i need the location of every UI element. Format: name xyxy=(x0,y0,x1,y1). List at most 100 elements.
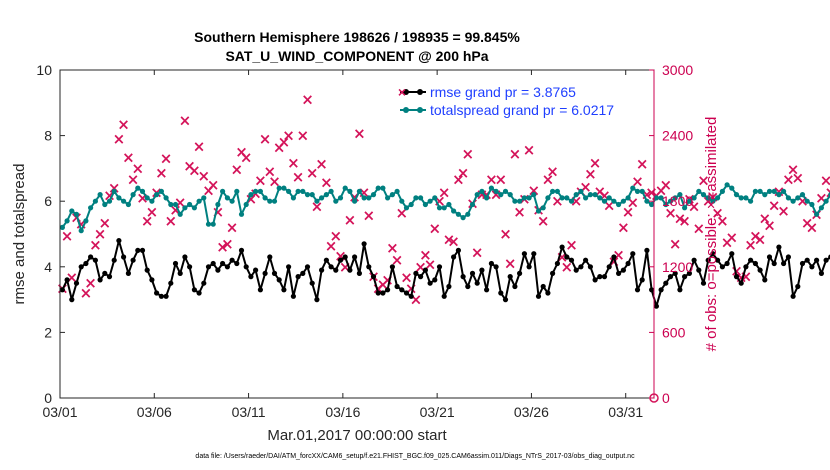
rmse-point xyxy=(300,270,306,276)
totalspread-point xyxy=(517,198,523,204)
rmse-point xyxy=(757,267,763,273)
rmse-point xyxy=(432,277,438,283)
totalspread-point xyxy=(710,198,716,204)
y-left-tick-label: 10 xyxy=(36,62,52,78)
legend-rmse-label: rmse grand pr = 3.8765 xyxy=(430,84,576,100)
totalspread-point xyxy=(267,198,273,204)
totalspread-point xyxy=(163,195,169,201)
totalspread-point xyxy=(389,192,395,198)
rmse-point xyxy=(484,287,490,293)
rmse-point xyxy=(733,274,740,280)
obs-assimilated-marker: × xyxy=(754,231,767,249)
rmse-point xyxy=(672,270,678,276)
legend-spread-label: totalspread grand pr = 6.0217 xyxy=(430,102,614,118)
totalspread-point xyxy=(776,192,782,198)
rmse-point xyxy=(385,287,391,293)
rmse-point xyxy=(469,270,476,276)
y-right-tick-label: 1800 xyxy=(662,193,693,209)
obs-assimilated-marker: × xyxy=(537,212,550,230)
obs-assimilated-marker: × xyxy=(763,216,776,234)
totalspread-point xyxy=(337,195,344,201)
rmse-point xyxy=(366,264,372,270)
rmse-point xyxy=(691,257,697,263)
totalspread-point xyxy=(715,195,721,201)
rmse-point xyxy=(116,238,122,244)
rmse-point xyxy=(620,267,627,273)
totalspread-point xyxy=(309,192,315,198)
totalspread-point xyxy=(375,185,381,191)
rmse-point xyxy=(583,257,589,263)
rmse-point xyxy=(135,247,141,253)
rmse-point xyxy=(139,247,146,253)
obs-assimilated-marker: × xyxy=(84,274,97,292)
rmse-point xyxy=(121,254,127,260)
rmse-point xyxy=(149,277,155,283)
rmse-point xyxy=(356,270,362,276)
rmse-point xyxy=(531,251,537,257)
rmse-point xyxy=(795,283,801,290)
totalspread-point xyxy=(677,192,683,198)
rmse-point xyxy=(158,293,164,299)
legend-spread-marker xyxy=(417,107,423,113)
obs-assimilated-marker: × xyxy=(457,164,470,182)
totalspread-point xyxy=(663,201,669,208)
obs-assimilated-marker: × xyxy=(254,171,267,189)
totalspread-point xyxy=(102,201,108,208)
legend-obs-marker: × xyxy=(398,84,406,100)
totalspread-point xyxy=(111,188,117,194)
obs-assimilated-marker: × xyxy=(207,176,220,194)
obs-assimilated-marker: × xyxy=(315,155,328,173)
totalspread-point xyxy=(625,195,631,201)
rmse-point xyxy=(422,267,428,273)
totalspread-point xyxy=(559,195,565,201)
y-right-tick-label: 2400 xyxy=(662,128,693,144)
obs-assimilated-marker: × xyxy=(94,225,107,243)
totalspread-point xyxy=(413,195,419,201)
totalspread-point xyxy=(380,185,386,191)
totalspread-point xyxy=(125,201,131,208)
rmse-point xyxy=(578,264,584,270)
chart-title-line2: SAT_U_WIND_COMPONENT @ 200 hPa xyxy=(225,48,488,64)
rmse-point xyxy=(276,277,282,283)
totalspread-point xyxy=(432,195,438,201)
totalspread-point xyxy=(799,192,806,198)
totalspread-point xyxy=(248,192,254,198)
rmse-point xyxy=(474,280,480,286)
totalspread-point xyxy=(366,195,372,201)
totalspread-point xyxy=(545,195,551,201)
totalspread-point xyxy=(446,201,452,208)
totalspread-point xyxy=(97,192,103,198)
obs-assimilated-marker: × xyxy=(570,192,583,210)
obs-assimilated-marker: × xyxy=(726,228,739,246)
obs-assimilated-marker: × xyxy=(226,218,239,236)
obs-assimilated-marker: × xyxy=(146,203,159,221)
rmse-point xyxy=(785,254,792,260)
obs-assimilated-marker: × xyxy=(801,214,814,232)
totalspread-point xyxy=(554,188,561,194)
rmse-point xyxy=(168,280,174,286)
x-tick-label: 03/01 xyxy=(42,404,77,420)
totalspread-point xyxy=(578,188,584,194)
totalspread-point xyxy=(630,185,636,191)
rmse-point xyxy=(154,290,160,296)
totalspread-point xyxy=(469,201,476,208)
totalspread-point xyxy=(92,198,98,204)
totalspread-point xyxy=(771,188,777,194)
totalspread-point xyxy=(639,188,645,194)
rmse-point xyxy=(205,264,212,270)
obs-assimilated-marker: × xyxy=(231,161,244,179)
y-axis-right-label: # of obs: o=possible; ×=assimilated xyxy=(703,117,720,352)
totalspread-point xyxy=(484,195,490,201)
rmse-point xyxy=(243,264,249,270)
rmse-point xyxy=(375,290,381,296)
totalspread-point xyxy=(781,188,787,194)
rmse-point xyxy=(106,274,113,280)
obs-assimilated-marker: × xyxy=(122,149,135,167)
totalspread-point xyxy=(144,195,150,201)
x-axis: 03/01 03/06 03/11 03/16 03/21 03/26 03/31 xyxy=(42,70,643,420)
totalspread-point xyxy=(804,198,810,204)
rmse-point xyxy=(69,297,75,303)
obs-assimilated-marker: × xyxy=(749,227,762,245)
obs-assimilated-marker: × xyxy=(471,244,484,262)
totalspread-point xyxy=(696,188,702,194)
